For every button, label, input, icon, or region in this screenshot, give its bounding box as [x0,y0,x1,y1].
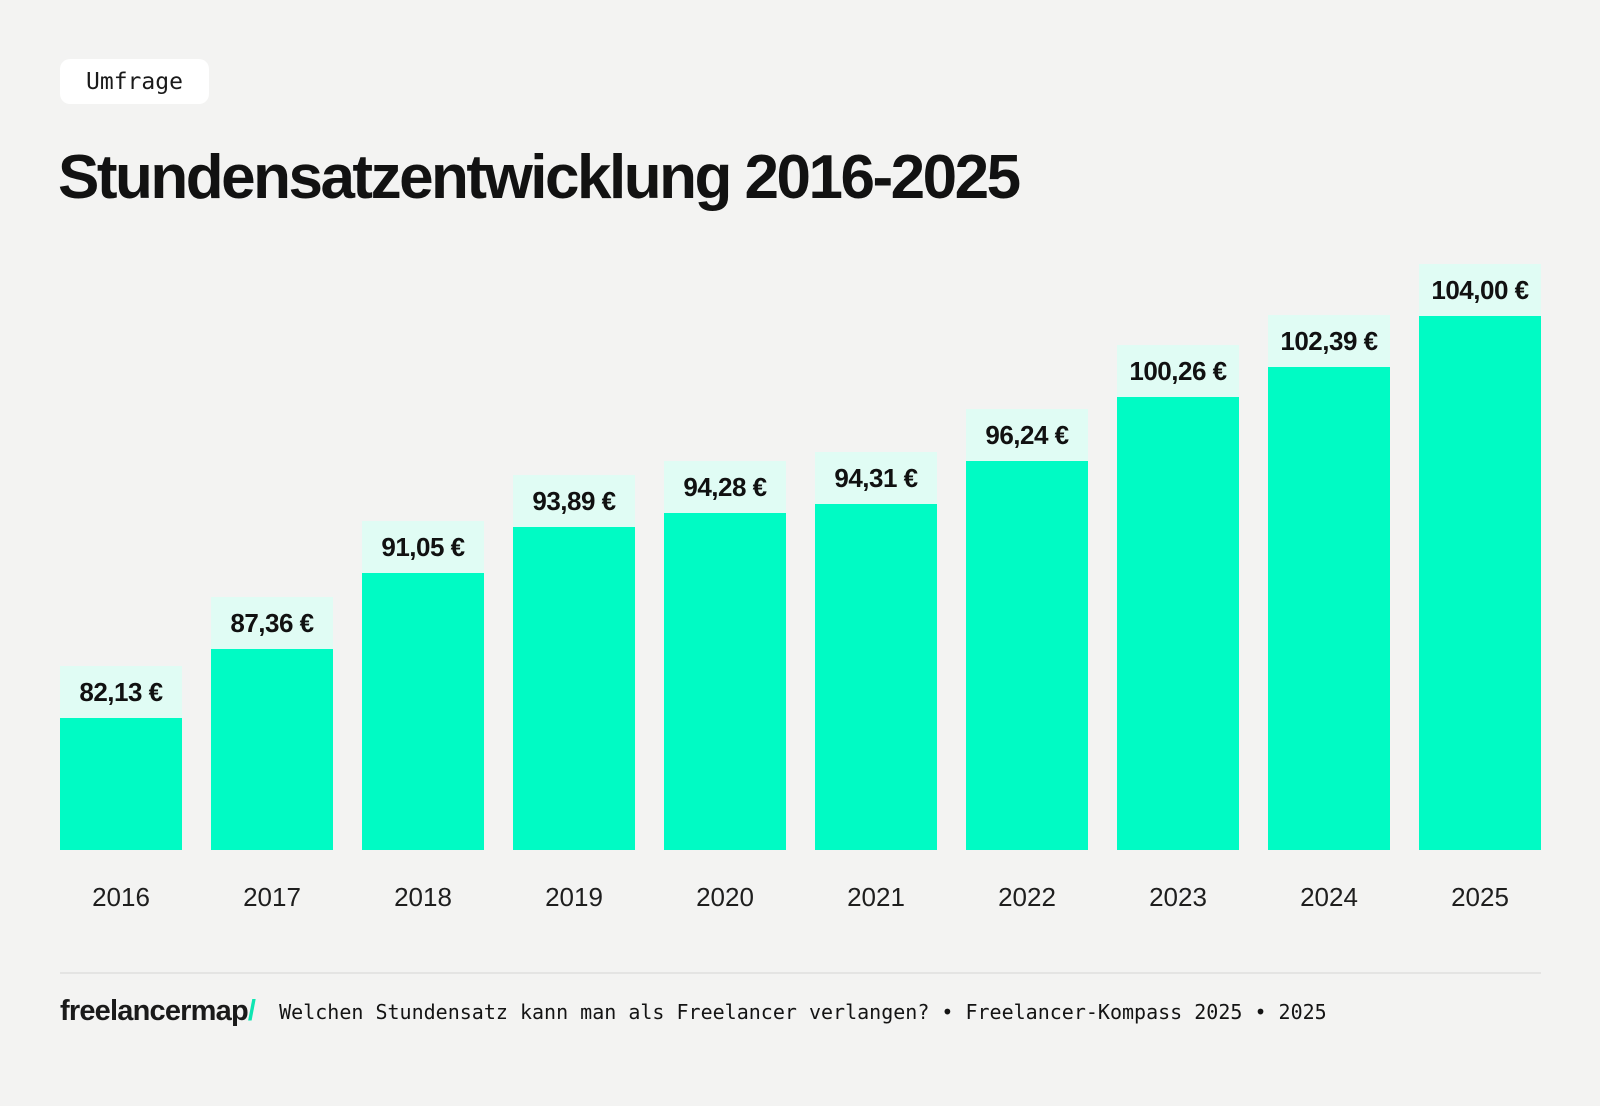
bar-year-label: 2018 [394,882,452,912]
bar [211,649,333,850]
bar-year-label: 2017 [243,882,301,912]
logo-slash-icon: / [247,995,256,1027]
bar-value-label: 104,00 € [1419,264,1541,316]
bar-year-label: 2023 [1149,882,1207,912]
footer-caption: Welchen Stundensatz kann man als Freelan… [279,999,1327,1024]
bar [664,513,786,850]
bar-year-label: 2025 [1451,882,1509,912]
bar [1268,367,1390,850]
bar-year-label: 2021 [847,882,905,912]
bar-value-label: 94,28 € [664,461,786,513]
bar-chart: 82,13 € 2016 87,36 € 2017 91,05 € 2018 9… [60,264,1541,915]
bar [513,527,635,850]
bar [815,504,937,850]
bar-column: 94,28 € 2020 [664,264,786,915]
bar [1117,397,1239,850]
umfrage-badge-label: Umfrage [86,68,183,95]
page-title: Stundensatzentwicklung 2016-2025 [58,143,1021,212]
bar-column: 104,00 € 2025 [1419,264,1541,915]
footer: freelancermap/ Welchen Stundensatz kann … [60,995,1327,1028]
bar-column: 82,13 € 2016 [60,264,182,915]
logo-text: freelancermap [60,995,249,1027]
bar-column: 102,39 € 2024 [1268,264,1390,915]
freelancermap-logo: freelancermap/ [60,995,256,1028]
bar [60,718,182,850]
bar-column: 100,26 € 2023 [1117,264,1239,915]
bar-value-label: 82,13 € [60,666,182,718]
bar-year-label: 2019 [545,882,603,912]
bar-value-label: 87,36 € [211,597,333,649]
bar-year-label: 2016 [92,882,150,912]
bar [966,461,1088,850]
bar-value-label: 102,39 € [1268,315,1390,367]
bar-year-label: 2022 [998,882,1056,912]
bar [362,573,484,850]
bar-value-label: 100,26 € [1117,345,1239,397]
bar-value-label: 91,05 € [362,521,484,573]
bar-value-label: 96,24 € [966,409,1088,461]
bar-column: 93,89 € 2019 [513,264,635,915]
bar [1419,316,1541,850]
bar-column: 91,05 € 2018 [362,264,484,915]
bar-value-label: 94,31 € [815,452,937,504]
bar-column: 87,36 € 2017 [211,264,333,915]
bar-year-label: 2024 [1300,882,1358,912]
bar-column: 96,24 € 2022 [966,264,1088,915]
footer-divider [60,972,1541,974]
bar-year-label: 2020 [696,882,754,912]
bar-column: 94,31 € 2021 [815,264,937,915]
umfrage-badge: Umfrage [60,59,209,104]
bar-value-label: 93,89 € [513,475,635,527]
